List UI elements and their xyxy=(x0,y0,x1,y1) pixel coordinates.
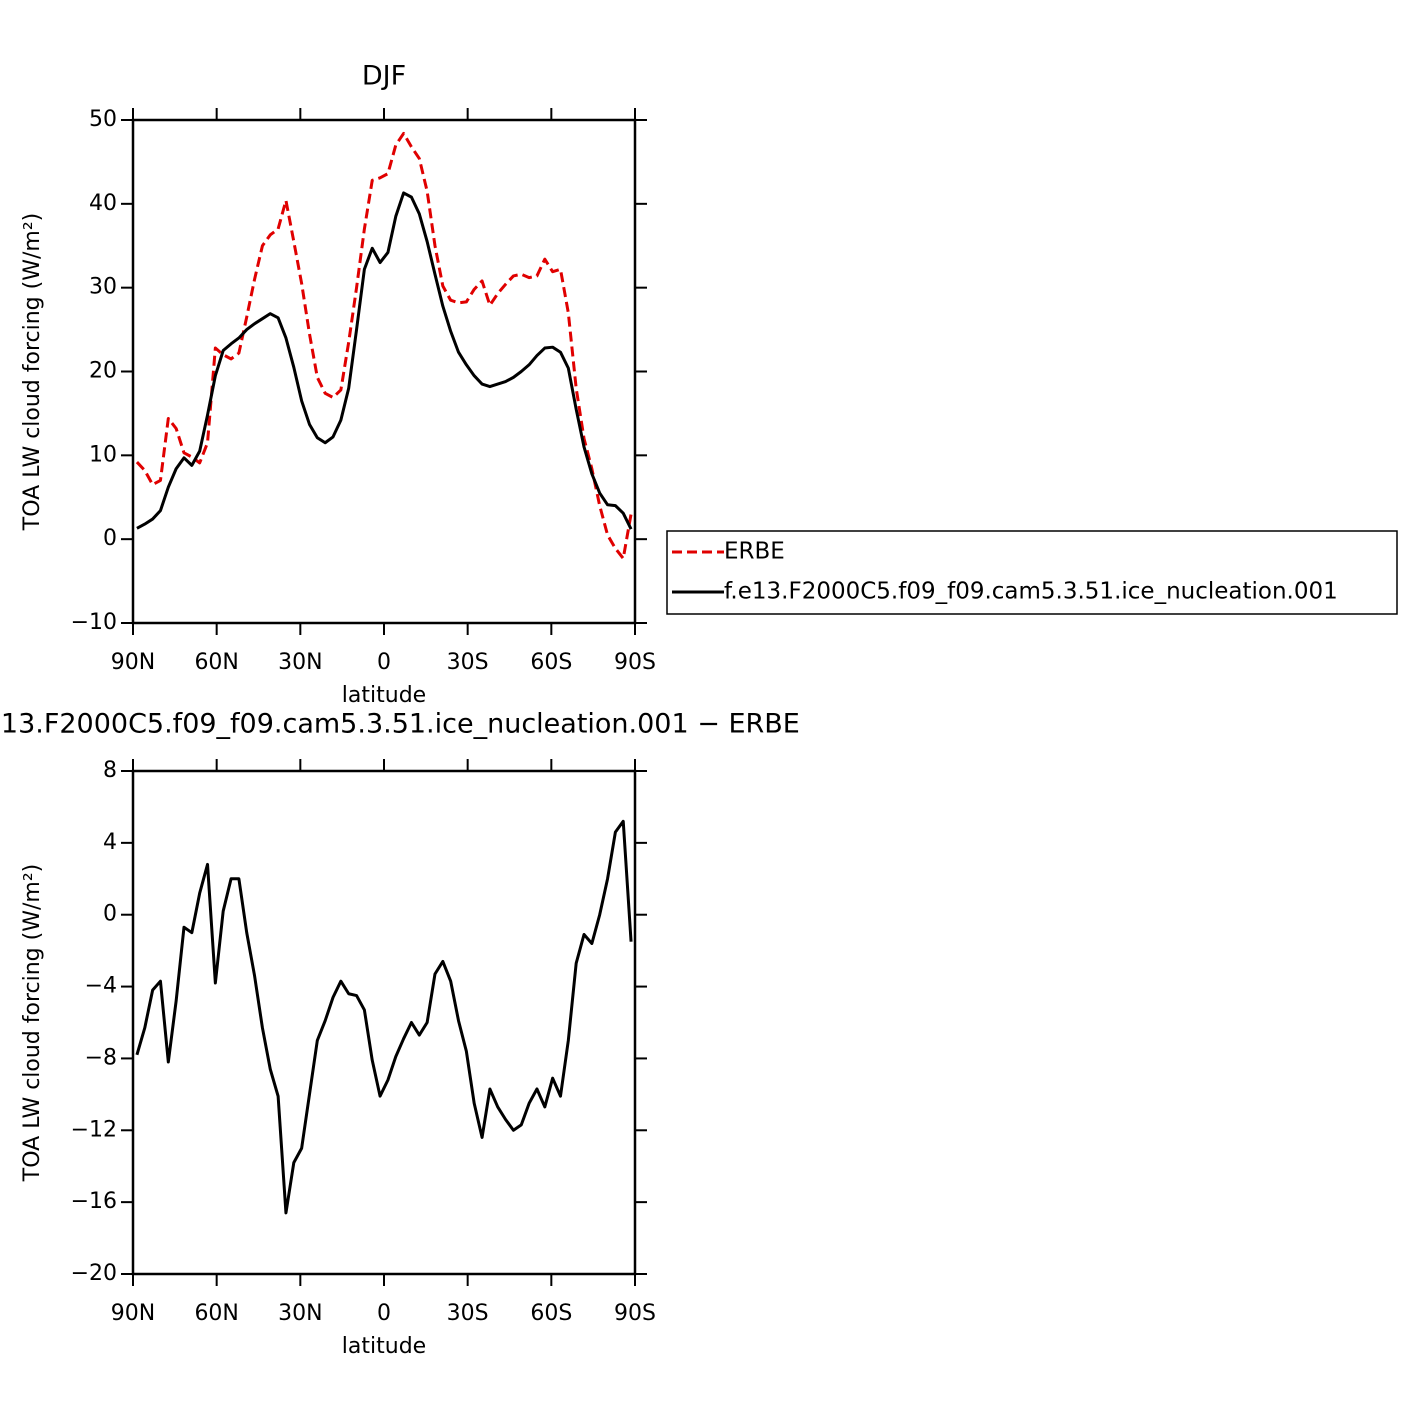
x-tick-label: 0 xyxy=(377,1301,391,1326)
y-tick-label: 4 xyxy=(103,830,117,855)
y-tick-label: 10 xyxy=(89,442,117,467)
data-line xyxy=(135,819,633,1215)
x-tick-label: 0 xyxy=(377,650,391,675)
x-tick-label: 30N xyxy=(278,650,322,675)
y-tick-label: −12 xyxy=(71,1117,117,1142)
x-tick-label: 30S xyxy=(447,650,489,675)
y-tick-label: 50 xyxy=(89,107,117,132)
plot-frame xyxy=(131,118,637,625)
y-axis-label: TOA LW cloud forcing (W/m²) xyxy=(20,213,45,531)
x-tick-label: 60N xyxy=(194,1301,238,1326)
x-tick-label: 90N xyxy=(111,1301,155,1326)
y-tick-label: 0 xyxy=(103,526,117,551)
x-tick-label: 90N xyxy=(111,650,155,675)
y-tick-label: −8 xyxy=(85,1045,117,1070)
chart-title: f.e13.F2000C5.f09_f09.cam5.3.51.ice_nucl… xyxy=(0,709,800,740)
y-tick-label: 40 xyxy=(89,191,117,216)
x-tick-label: 60S xyxy=(530,650,572,675)
legend-label: f.e13.F2000C5.f09_f09.cam5.3.51.ice_nucl… xyxy=(724,579,1338,605)
y-tick-label: −4 xyxy=(85,974,117,999)
x-tick-label: 90S xyxy=(614,1301,656,1326)
chart-title: DJF xyxy=(362,61,406,92)
data-line xyxy=(136,191,633,530)
y-tick-label: −10 xyxy=(71,610,117,635)
y-tick-label: 8 xyxy=(103,758,117,783)
legend-label: ERBE xyxy=(724,539,785,565)
x-tick-label: 30N xyxy=(278,1301,322,1326)
x-tick-label: 60S xyxy=(530,1301,572,1326)
y-tick-label: 30 xyxy=(89,275,117,300)
data-line xyxy=(135,131,633,560)
x-tick-label: 90S xyxy=(614,650,656,675)
y-tick-label: 20 xyxy=(89,359,117,384)
legend-box xyxy=(666,530,1398,615)
x-axis-label: latitude xyxy=(342,683,426,708)
x-tick-label: 60N xyxy=(194,650,238,675)
x-axis-label: latitude xyxy=(342,1334,426,1359)
x-tick-label: 30S xyxy=(447,1301,489,1326)
plot-frame xyxy=(131,769,637,1276)
y-axis-label: TOA LW cloud forcing (W/m²) xyxy=(20,864,45,1182)
y-tick-label: 0 xyxy=(103,902,117,927)
y-tick-label: −16 xyxy=(71,1189,117,1214)
y-tick-label: −20 xyxy=(71,1261,117,1286)
